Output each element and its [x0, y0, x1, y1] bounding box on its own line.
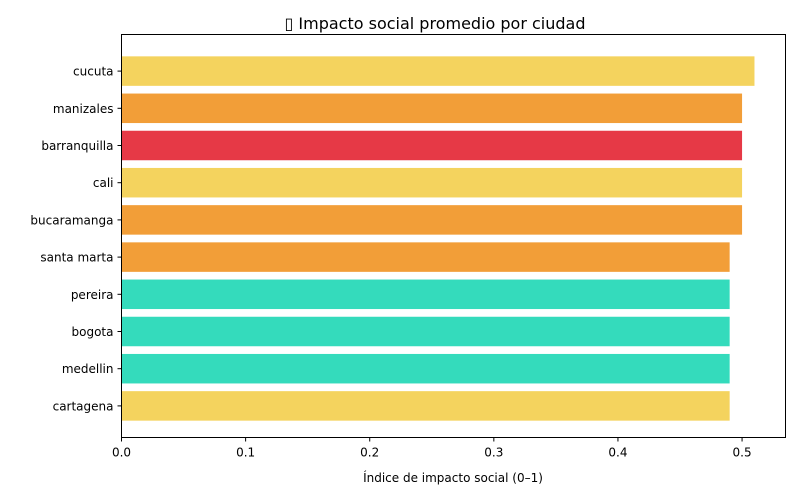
x-axis-title: Índice de impacto social (0–1)	[363, 470, 543, 485]
category-label: bucaramanga	[30, 213, 113, 227]
bar-santa-marta	[121, 242, 730, 272]
x-ticks-group: 0.0 0.1 0.2 0.3 0.4 0.5	[112, 437, 752, 460]
bar-bogota	[121, 316, 730, 347]
chart-title: ▯ Impacto social promedio por ciudad	[285, 14, 586, 33]
x-tick-label: 0.0	[112, 446, 131, 460]
bar-barranquilla	[121, 130, 743, 161]
bar-cucuta	[121, 56, 755, 86]
x-tick-label: 0.4	[608, 446, 627, 460]
category-label: pereira	[71, 288, 114, 302]
x-tick-label: 0.1	[236, 446, 255, 460]
category-label: barranquilla	[41, 139, 113, 153]
bars-group	[121, 56, 755, 421]
x-tick-label: 0.2	[360, 446, 379, 460]
category-label: medellin	[62, 362, 114, 376]
category-label: cucuta	[73, 65, 113, 79]
bar-manizales	[121, 93, 743, 124]
x-tick-label: 0.3	[484, 446, 503, 460]
category-label: bogota	[72, 325, 114, 339]
bar-cali	[121, 167, 743, 198]
category-label: cartagena	[53, 399, 114, 413]
bar-pereira	[121, 279, 730, 310]
bar-bucaramanga	[121, 205, 743, 235]
category-label: cali	[93, 176, 114, 190]
bar-cartagena	[121, 391, 730, 421]
category-label: manizales	[53, 102, 114, 116]
category-labels-group: cucuta manizales barranquilla cali bucaraman…	[30, 65, 122, 413]
category-label: santa marta	[40, 251, 113, 265]
plot-frame	[121, 34, 786, 438]
x-tick-label: 0.5	[733, 446, 752, 460]
bar-medellin	[121, 353, 730, 384]
